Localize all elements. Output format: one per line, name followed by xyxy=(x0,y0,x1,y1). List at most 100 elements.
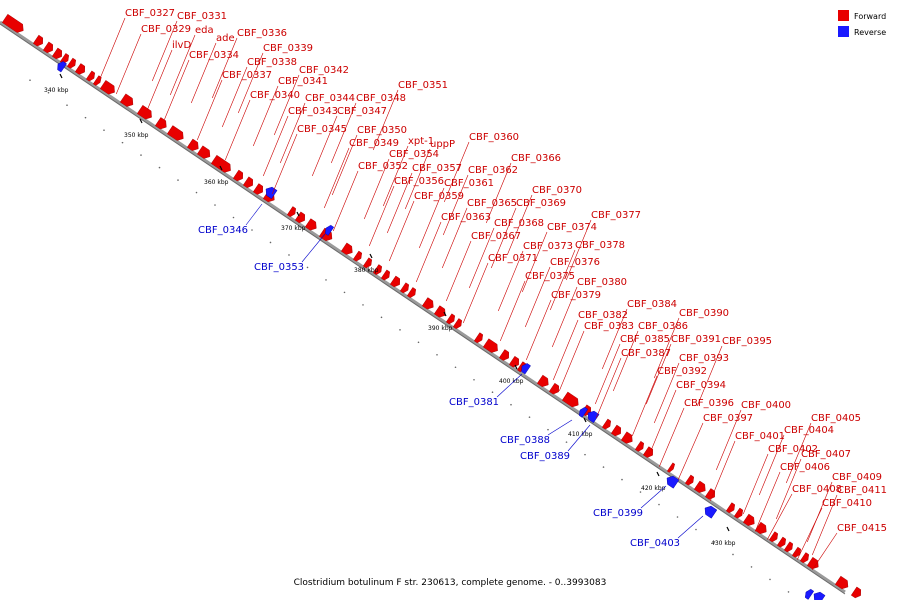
scale-dot xyxy=(343,291,346,294)
scale-dot xyxy=(214,204,216,206)
forward-gene-label: eda xyxy=(195,25,214,36)
scale-tick-label: 410 kbp xyxy=(568,431,593,438)
forward-gene-label: CBF_0336 xyxy=(237,28,287,39)
forward-leader-line xyxy=(368,185,395,247)
forward-leader-line xyxy=(115,33,142,95)
reverse-gene-label: CBF_0403 xyxy=(630,538,680,549)
forward-leader-line xyxy=(196,79,223,141)
forward-gene-label: CBF_0342 xyxy=(299,65,349,76)
forward-gene-label: CBF_0383 xyxy=(584,321,634,332)
genome-backbone xyxy=(0,20,846,594)
scale-dot xyxy=(732,553,734,556)
forward-gene-label: CBF_0378 xyxy=(575,240,625,251)
forward-gene-label: CBF_0350 xyxy=(357,125,407,136)
forward-gene xyxy=(51,47,62,60)
forward-gene-label: CBF_0343 xyxy=(288,106,338,117)
forward-leader-line xyxy=(146,49,173,111)
forward-gene xyxy=(186,138,199,151)
forward-gene xyxy=(210,154,231,173)
forward-gene-label: CBF_0363 xyxy=(441,212,491,223)
forward-leader-line xyxy=(525,299,552,361)
forward-gene xyxy=(85,70,95,82)
forward-leader-line xyxy=(237,52,264,114)
forward-gene-label: CBF_0382 xyxy=(578,310,628,321)
scale-dot xyxy=(565,441,568,443)
forward-gene-label: CBF_0341 xyxy=(278,76,328,87)
forward-gene-label: CBF_0331 xyxy=(177,11,227,22)
forward-leader-line xyxy=(404,148,431,210)
scale-tick-mark xyxy=(219,165,223,171)
forward-leader-line xyxy=(332,170,359,232)
legend-forward-swatch xyxy=(838,10,849,21)
forward-gene-label: CBF_0396 xyxy=(684,398,734,409)
forward-gene-label: CBF_0400 xyxy=(741,400,791,411)
forward-gene-label: CBF_0344 xyxy=(305,93,355,104)
forward-gene xyxy=(304,218,317,231)
forward-leader-line xyxy=(382,145,409,207)
reverse-leader-line xyxy=(567,424,591,452)
forward-gene xyxy=(768,531,778,543)
scale-dot xyxy=(306,266,309,269)
forward-gene-label: CBF_0386 xyxy=(638,321,688,332)
scale-tick-label: 430 kbp xyxy=(711,540,736,547)
forward-gene xyxy=(642,446,653,458)
forward-gene xyxy=(666,462,676,473)
forward-leader-line xyxy=(490,207,517,269)
forward-gene xyxy=(783,541,793,553)
forward-leader-line xyxy=(211,37,238,99)
forward-leader-line xyxy=(279,102,306,164)
reverse-leader-line xyxy=(245,203,263,226)
scale-dot xyxy=(510,403,512,406)
scale-tick-mark xyxy=(59,73,63,79)
forward-gene xyxy=(154,117,167,130)
scale-dot xyxy=(491,391,494,394)
scale-tick-mark xyxy=(726,526,730,532)
reverse-leader-line xyxy=(677,515,704,539)
forward-gene xyxy=(406,287,416,298)
forward-gene xyxy=(806,556,819,570)
forward-gene xyxy=(498,349,509,361)
forward-gene xyxy=(733,507,743,519)
forward-leader-line xyxy=(595,357,622,419)
forward-gene xyxy=(548,382,559,395)
forward-gene-label: CBF_0373 xyxy=(523,241,573,252)
scale-dot xyxy=(602,466,605,468)
forward-leader-line xyxy=(252,85,279,147)
scale-tick-label: 420 kbp xyxy=(641,485,666,492)
forward-gene-label: CBF_0377 xyxy=(591,210,641,221)
scale-tick-label: 350 kbp xyxy=(124,132,149,139)
forward-gene-label: CBF_0367 xyxy=(471,231,521,242)
forward-gene-label: CBF_0368 xyxy=(494,218,544,229)
forward-gene xyxy=(196,145,211,159)
scale-tick-label: 370 kbp xyxy=(281,225,306,232)
reverse-leader-line xyxy=(496,373,523,398)
scale-dot xyxy=(380,316,383,319)
forward-gene-label: CBF_0351 xyxy=(398,80,448,91)
scale-tick-label: 340 kbp xyxy=(44,87,69,94)
forward-leader-line xyxy=(766,493,793,540)
forward-leader-line xyxy=(445,240,472,302)
scale-tick-label: 390 kbp xyxy=(428,325,453,332)
legend-reverse-label: Reverse xyxy=(854,28,886,37)
forward-gene-label: CBF_0374 xyxy=(547,222,597,233)
forward-gene xyxy=(294,211,305,224)
forward-leader-line xyxy=(163,59,190,121)
forward-leader-line xyxy=(262,115,289,177)
forward-leader-line xyxy=(524,266,551,328)
scale-tick-mark xyxy=(369,253,373,259)
forward-gene-label: CBF_0387 xyxy=(621,348,671,359)
forward-gene xyxy=(32,34,43,47)
forward-leader-line xyxy=(311,115,338,177)
scale-dot xyxy=(29,79,31,82)
forward-gene-label: CBF_0415 xyxy=(837,523,887,534)
scale-dot xyxy=(584,453,586,456)
reverse-gene-label: CBF_0353 xyxy=(254,262,304,273)
forward-gene xyxy=(850,586,861,599)
forward-gene-label: CBF_0347 xyxy=(337,106,387,117)
forward-leader-line xyxy=(388,200,415,262)
forward-gene xyxy=(620,431,633,444)
forward-gene xyxy=(232,169,243,182)
scale-tick-mark xyxy=(139,118,143,124)
scale-dot xyxy=(528,416,531,418)
reverse-leader-line xyxy=(547,419,573,436)
